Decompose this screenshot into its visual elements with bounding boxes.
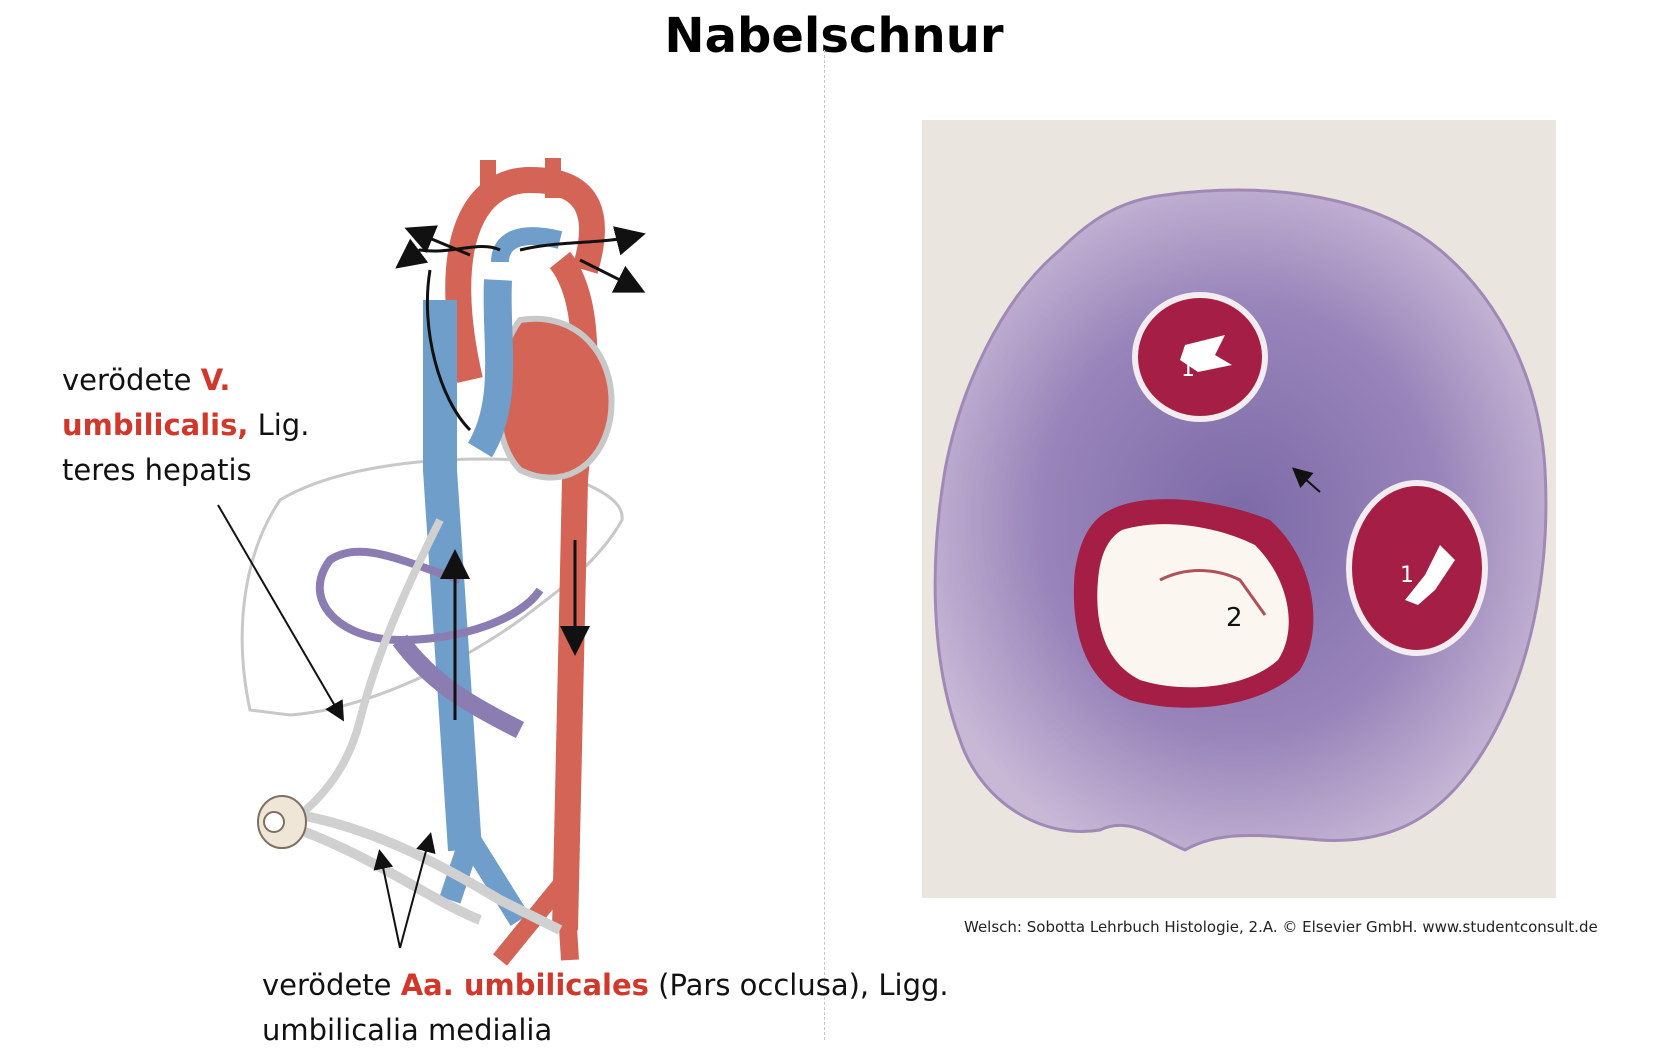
image-caption: Welsch: Sobotta Lehrbuch Histologie, 2.A…: [964, 918, 1598, 936]
histology-image: 1 1 2: [922, 120, 1556, 898]
umbilical-vein-ligament: [297, 518, 444, 819]
umbilical-artery-ligament: [298, 825, 482, 925]
label-vein-highlight: V. umbilicalis,: [62, 363, 249, 442]
marker-artery-right: 1: [1400, 563, 1414, 588]
leader-artery: [399, 832, 436, 949]
portal-vein: [315, 547, 544, 645]
circulation-diagram: [217, 158, 646, 966]
slide-divider: [824, 50, 825, 1040]
superior-vena-cava: [467, 279, 514, 458]
leader-vein: [217, 504, 345, 722]
flow-arrow-out: [404, 225, 471, 257]
marker-vein: 2: [1226, 603, 1243, 633]
label-umbilical-arteries: verödete Aa. umbilicales (Pars occlusa),…: [262, 963, 982, 1053]
label-arteries-suffix: (Pars occlusa), Ligg. umbilicalia medial…: [262, 968, 949, 1047]
flow-arrow-out: [579, 258, 646, 293]
page-title: Nabelschnur: [664, 8, 1004, 64]
arch-branch: [480, 160, 496, 200]
umbilical-artery-ligament: [299, 810, 563, 935]
label-arteries-prefix: verödete: [262, 968, 401, 1002]
umbilical-artery: [1346, 480, 1488, 656]
label-vein-prefix: verödete: [62, 363, 201, 397]
pulmonary-artery: [491, 227, 563, 263]
histology-arrow: [1291, 467, 1321, 493]
label-umbilical-vein: verödete V. umbilicalis, Lig. teres hepa…: [62, 358, 322, 493]
flow-arrow-atrium: [425, 269, 472, 432]
label-vein-suffix: Lig. teres hepatis: [62, 408, 310, 487]
marker-artery-top: 1: [1181, 357, 1195, 382]
flow-arrow-out: [519, 226, 646, 256]
arch-branch: [545, 158, 561, 198]
aortic-arch: [445, 166, 605, 383]
vena-cava: [423, 300, 482, 852]
label-arteries-highlight: Aa. umbilicales: [400, 968, 649, 1002]
leader-artery: [373, 849, 401, 949]
portal-vein-branch: [392, 634, 525, 739]
